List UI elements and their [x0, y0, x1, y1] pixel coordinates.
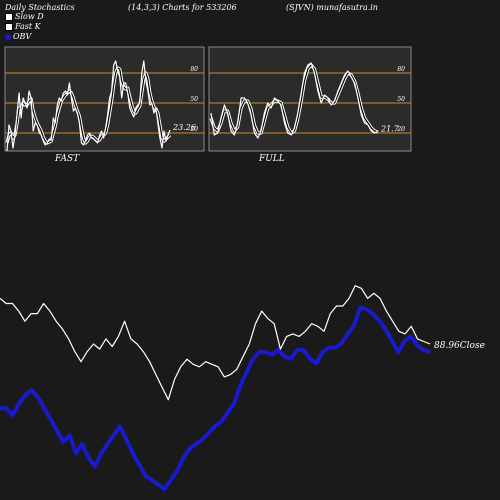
series-slow-d-fast — [6, 67, 171, 144]
series-close — [0, 285, 431, 401]
series-obv — [0, 305, 431, 491]
level-label-50-full: 50 — [397, 96, 405, 103]
legend-swatch-slow-d — [5, 13, 13, 21]
series-fast-k-fast — [6, 60, 171, 152]
legend-label-obv: OBV — [13, 32, 32, 41]
last-value-label-fast: 23.26 — [172, 123, 196, 132]
level-label-20-full: 20 — [396, 126, 405, 133]
level-label-80-fast: 80 — [190, 66, 198, 73]
level-label-50-fast: 50 — [190, 96, 198, 103]
panel-full — [208, 46, 412, 152]
series-fast-k-full — [210, 62, 379, 139]
level-label-20-fast: 20 — [189, 126, 198, 133]
panel-title-fast: FAST — [54, 154, 80, 164]
last-value-label-full: 21.7 — [380, 124, 400, 133]
legend-fast-k: Fast K — [5, 22, 41, 32]
panel-title-full: FULL — [258, 154, 285, 164]
legend-obv: OBV — [5, 32, 31, 42]
legend-label-slow-d: Slow D — [15, 12, 44, 21]
legend-swatch-obv — [5, 34, 11, 40]
legend-slow-d: Slow D — [5, 12, 44, 22]
chart-params: (14,3,3) Charts for 533206 — [128, 3, 237, 12]
chart-source: (SJVN) munafasutra.in — [286, 3, 378, 12]
close-value-label: 88.96Close — [434, 341, 485, 351]
level-label-80-full: 80 — [397, 66, 405, 73]
legend-swatch-fast-k — [5, 23, 13, 31]
chart-title: Daily Stochastics — [5, 3, 75, 12]
legend-label-fast-k: Fast K — [15, 22, 41, 31]
